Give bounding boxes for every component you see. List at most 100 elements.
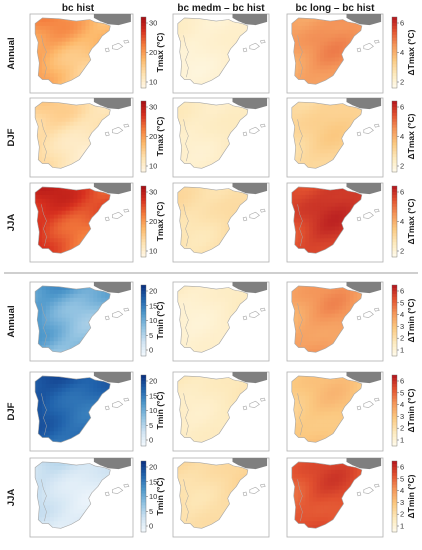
balearic-island bbox=[123, 397, 130, 402]
colorbar-tick: 20 bbox=[149, 48, 157, 57]
balearic-island bbox=[249, 42, 260, 50]
portugal-border bbox=[41, 479, 47, 522]
france-mask bbox=[232, 98, 268, 110]
colorbar-tick: 6 bbox=[400, 103, 404, 112]
colorbar-label: ΔTmax (°C) bbox=[406, 198, 416, 244]
france-mask bbox=[232, 183, 268, 195]
balearic-island bbox=[356, 47, 362, 53]
balearic-island bbox=[104, 216, 110, 222]
tmax-annual-long-panel bbox=[286, 13, 384, 94]
tmax-djf-medm-panel bbox=[172, 97, 270, 178]
colorbar-tick: 0 bbox=[149, 346, 153, 355]
colorbar-tick: 3 bbox=[400, 498, 404, 507]
balearic-island bbox=[104, 405, 110, 411]
coastline bbox=[177, 101, 249, 169]
tmax-jja-long-panel bbox=[286, 182, 384, 263]
coastline bbox=[34, 101, 111, 169]
tmin-annual-hist-panel bbox=[29, 281, 134, 362]
portugal-border bbox=[297, 393, 303, 436]
colorbar-tick: 6 bbox=[400, 377, 404, 386]
colorbar-tick: 5 bbox=[149, 331, 153, 340]
balearic-island bbox=[242, 491, 248, 497]
colorbar-tmax-jja-0: 30 20 10 Tmax (°C) bbox=[140, 185, 165, 258]
coastline bbox=[177, 285, 249, 353]
column-title-bc-medm: bc medm – bc hist bbox=[177, 3, 265, 14]
colorbar-tick: 5 bbox=[149, 421, 153, 430]
portugal-border bbox=[297, 119, 303, 162]
france-mask bbox=[93, 14, 131, 26]
colorbar-tick: 3 bbox=[400, 412, 404, 421]
row-label-tmin-annual: Annual bbox=[6, 305, 17, 337]
france-mask bbox=[346, 98, 382, 110]
coastline bbox=[291, 461, 363, 529]
portugal-border bbox=[297, 204, 303, 247]
balearic-island bbox=[259, 483, 266, 488]
colorbar-tick: 2 bbox=[400, 334, 404, 343]
portugal-border bbox=[41, 204, 47, 247]
tmin-djf-hist-panel bbox=[29, 371, 134, 452]
balearic-island bbox=[104, 315, 110, 321]
colorbar-tick: 1 bbox=[400, 522, 404, 531]
colorbar-tick: 20 bbox=[149, 217, 157, 226]
balearic-island bbox=[373, 483, 380, 488]
colorbar-tick: 10 bbox=[149, 78, 157, 87]
tmax-jja-medm-panel bbox=[172, 182, 270, 263]
colorbar-tick: 20 bbox=[149, 287, 157, 296]
coastline bbox=[291, 285, 363, 353]
row-label-tmax-annual: Annual bbox=[6, 37, 17, 69]
colorbar-tick: 15 bbox=[149, 301, 157, 310]
france-mask bbox=[346, 282, 382, 294]
column-titles: bc hist bc medm – bc hist bc long – bc h… bbox=[62, 3, 375, 14]
france-mask bbox=[93, 372, 131, 384]
colorbar-tick: 6 bbox=[400, 188, 404, 197]
colorbar-tick: 4 bbox=[400, 132, 404, 141]
colorbar-label: Tmin (°C) bbox=[155, 477, 165, 515]
france-mask bbox=[346, 372, 382, 384]
colorbar-label: Tmax (°C) bbox=[155, 116, 165, 156]
colorbar-tick: 10 bbox=[149, 492, 157, 501]
balearic-island bbox=[242, 315, 248, 321]
tmin-djf-long-panel bbox=[286, 371, 384, 452]
column-title-bc-long: bc long – bc hist bbox=[296, 3, 376, 14]
portugal-border bbox=[183, 204, 189, 247]
colorbar-tick: 15 bbox=[149, 391, 157, 400]
tmin-jja-medm-panel bbox=[172, 457, 270, 538]
coastline bbox=[34, 375, 111, 443]
portugal-border bbox=[41, 303, 47, 346]
colorbar-tick: 4 bbox=[400, 48, 404, 57]
balearic-island bbox=[112, 400, 124, 408]
colorbar-label: ΔTmin (°C) bbox=[406, 388, 416, 432]
france-mask bbox=[93, 458, 131, 470]
coastline bbox=[34, 186, 111, 254]
colorbar-tick: 5 bbox=[400, 474, 404, 483]
portugal-border bbox=[41, 393, 47, 436]
france-mask bbox=[93, 183, 131, 195]
balearic-island bbox=[123, 208, 130, 213]
colorbar-tick: 0 bbox=[149, 522, 153, 531]
row-label-tmax-jja: JJA bbox=[6, 214, 17, 232]
colorbar-tick: 4 bbox=[400, 310, 404, 319]
tmin-jja-long-panel bbox=[286, 457, 384, 538]
balearic-island bbox=[356, 315, 362, 321]
balearic-island bbox=[123, 307, 130, 312]
colorbar-tick: 6 bbox=[400, 19, 404, 28]
balearic-island bbox=[249, 211, 260, 219]
colorbar-label: ΔTmin (°C) bbox=[406, 474, 416, 518]
portugal-border bbox=[297, 35, 303, 78]
coastline bbox=[34, 461, 111, 529]
tmax-annual-hist-panel bbox=[29, 13, 134, 94]
colorbar-tick: 2 bbox=[400, 510, 404, 519]
colorbar-tick: 10 bbox=[149, 247, 157, 256]
balearic-island bbox=[259, 208, 266, 213]
colorbar-tick: 20 bbox=[149, 377, 157, 386]
balearic-island bbox=[259, 397, 266, 402]
balearic-island bbox=[363, 310, 374, 318]
balearic-island bbox=[249, 486, 260, 494]
